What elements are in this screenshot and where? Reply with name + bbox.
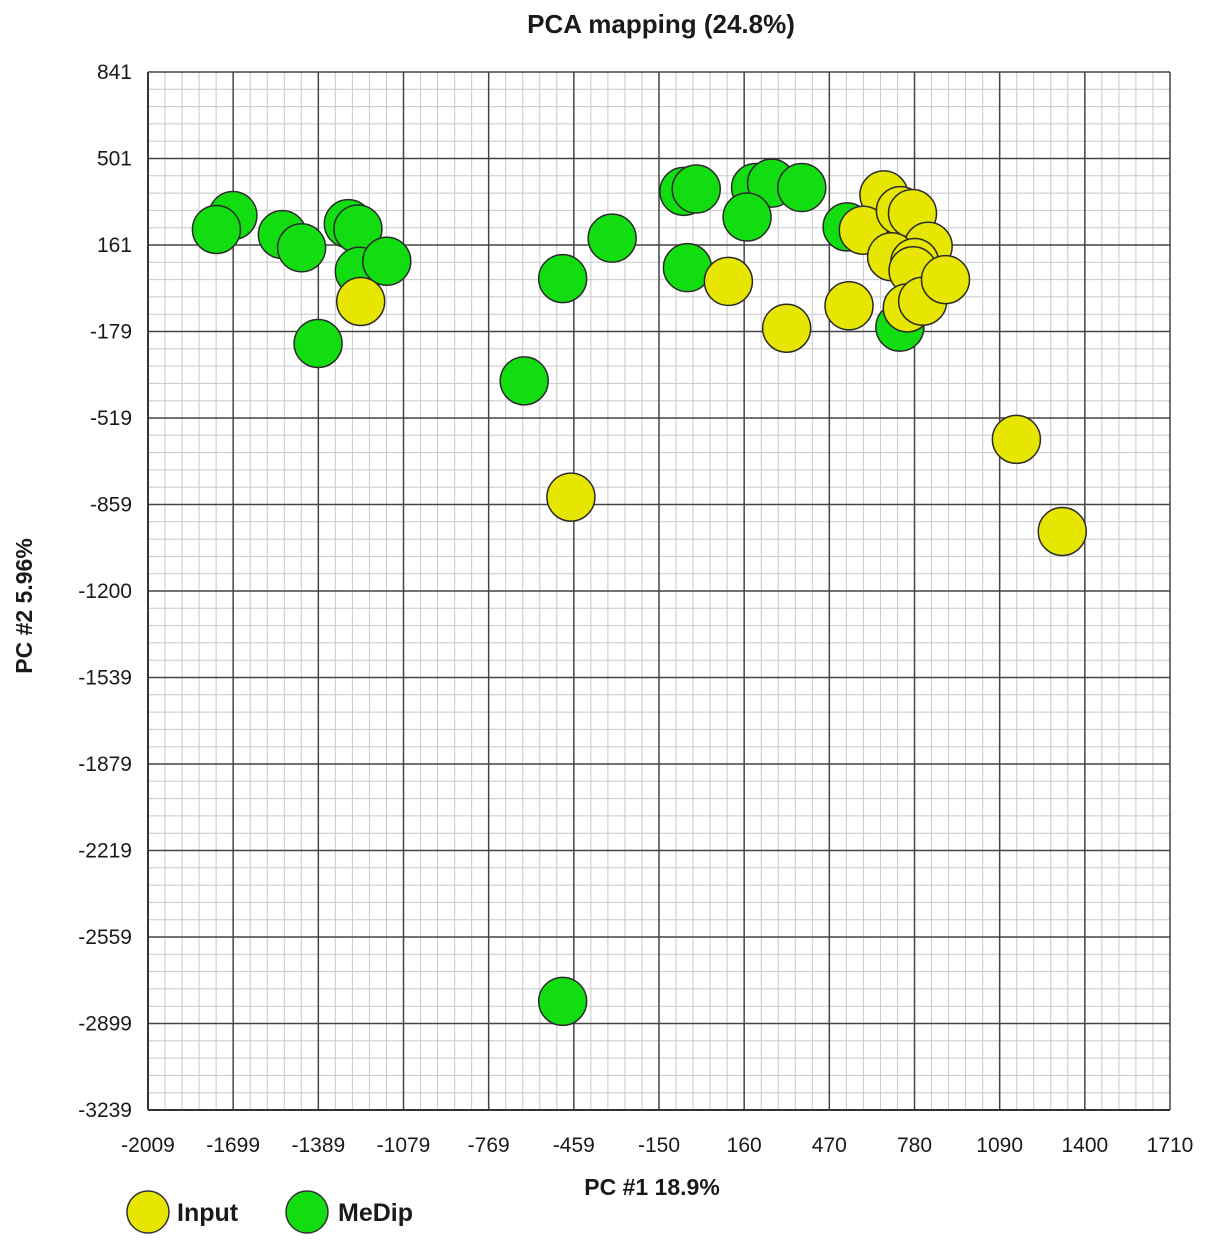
y-tick-label: -179 [90,321,132,344]
y-tick-labels: 841 501 161 -179 -519 -859 -1200 -1539 -1879 -221… [78,61,132,1122]
point-input [335,276,386,327]
data-points [191,158,1088,1027]
x-tick-label: 1090 [976,1134,1023,1157]
legend-label-input: Input [177,1199,239,1227]
y-axis-label: PC #2 5.96% [11,538,37,674]
y-tick-label: -3239 [78,1099,132,1122]
y-tick-label: -1539 [78,667,132,690]
point-medip [587,213,637,263]
x-tick-label: -769 [468,1134,510,1157]
point-medip [276,223,327,273]
y-tick-label: -1879 [78,753,132,776]
y-tick-label: -2219 [78,840,132,863]
y-tick-label: -1200 [78,580,132,603]
y-tick-label: 161 [97,234,132,257]
legend-label-medip: MeDip [338,1199,413,1227]
y-tick-label: -2559 [78,926,132,949]
y-tick-label: -519 [90,407,132,430]
point-medip [191,204,242,255]
x-tick-label: -1699 [206,1134,260,1157]
y-tick-label: -2899 [78,1013,132,1036]
point-medip [537,253,588,304]
y-tick-label: -859 [90,494,132,517]
point-input [703,256,754,307]
point-medip [293,318,343,369]
x-tick-label: 1400 [1061,1134,1108,1157]
point-input [761,303,812,353]
x-tick-label: -150 [638,1134,680,1157]
legend-swatch-medip [285,1190,329,1234]
major-grid [147,71,1171,1111]
y-tick-label: 841 [97,61,132,84]
point-input [824,281,874,331]
x-axis-label: PC #1 18.9% [584,1174,720,1200]
x-tick-labels: -2009 -1699 -1389 -1079 -769 -459 -150 160 470 78… [121,1134,1193,1157]
legend: Input MeDip [126,1190,413,1234]
point-input [920,254,971,305]
point-input [991,414,1042,465]
y-tick-label: 501 [97,148,132,171]
point-medip [499,356,549,406]
x-tick-label: -459 [553,1134,595,1157]
x-tick-label: 780 [897,1134,932,1157]
point-medip [777,162,827,213]
point-medip [722,192,772,242]
point-input [1037,506,1088,557]
point-input [546,472,596,522]
legend-swatch-input [126,1190,170,1234]
point-medip [537,976,588,1027]
x-tick-label: 470 [812,1134,847,1157]
x-tick-label: -1389 [291,1134,345,1157]
chart-title: PCA mapping (24.8%) [527,9,795,39]
x-tick-label: 160 [727,1134,762,1157]
point-medip [671,164,721,214]
x-tick-label: -2009 [121,1134,175,1157]
x-tick-label: -1079 [377,1134,431,1157]
point-medip [362,236,412,287]
x-tick-label: 1710 [1147,1134,1194,1157]
